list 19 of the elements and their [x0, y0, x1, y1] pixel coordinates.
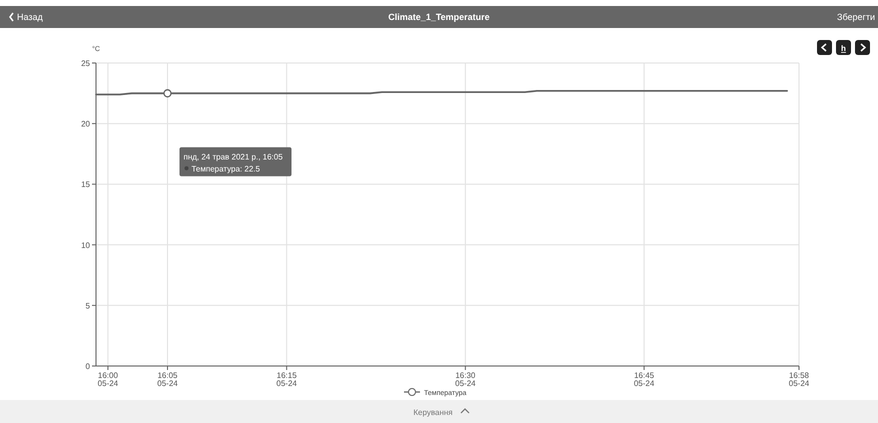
- chart-title: Climate_1_Temperature: [388, 12, 490, 22]
- annotation: Температура: 22.5: [191, 164, 261, 174]
- y-tick-label: 10: [81, 240, 91, 250]
- text: Зберегти: [837, 12, 875, 22]
- x-tick-label: 16:00 05-24: [98, 371, 119, 388]
- x-tick-label: 16:15 05-24: [276, 371, 298, 388]
- x-tick-label: 16:30 05-24: [455, 371, 476, 388]
- y-tick-label: 15: [81, 180, 91, 190]
- y-tick-label: 0: [86, 362, 91, 371]
- text: Назад: [17, 12, 44, 22]
- y-tick-label: 5: [86, 301, 91, 310]
- y-tick-label: 20: [81, 120, 91, 129]
- x-tick-label: 16:05 05-24: [157, 371, 178, 388]
- text: h: [841, 44, 846, 53]
- annotation: пнд, 24 трав 2021 р., 16:05: [183, 152, 284, 162]
- x-tick-label: 16:58 05-24: [788, 371, 810, 388]
- y-tick-label: 25: [81, 59, 91, 68]
- text: Керування: [413, 408, 453, 417]
- x-tick-label: 16:45 05-24: [634, 371, 655, 388]
